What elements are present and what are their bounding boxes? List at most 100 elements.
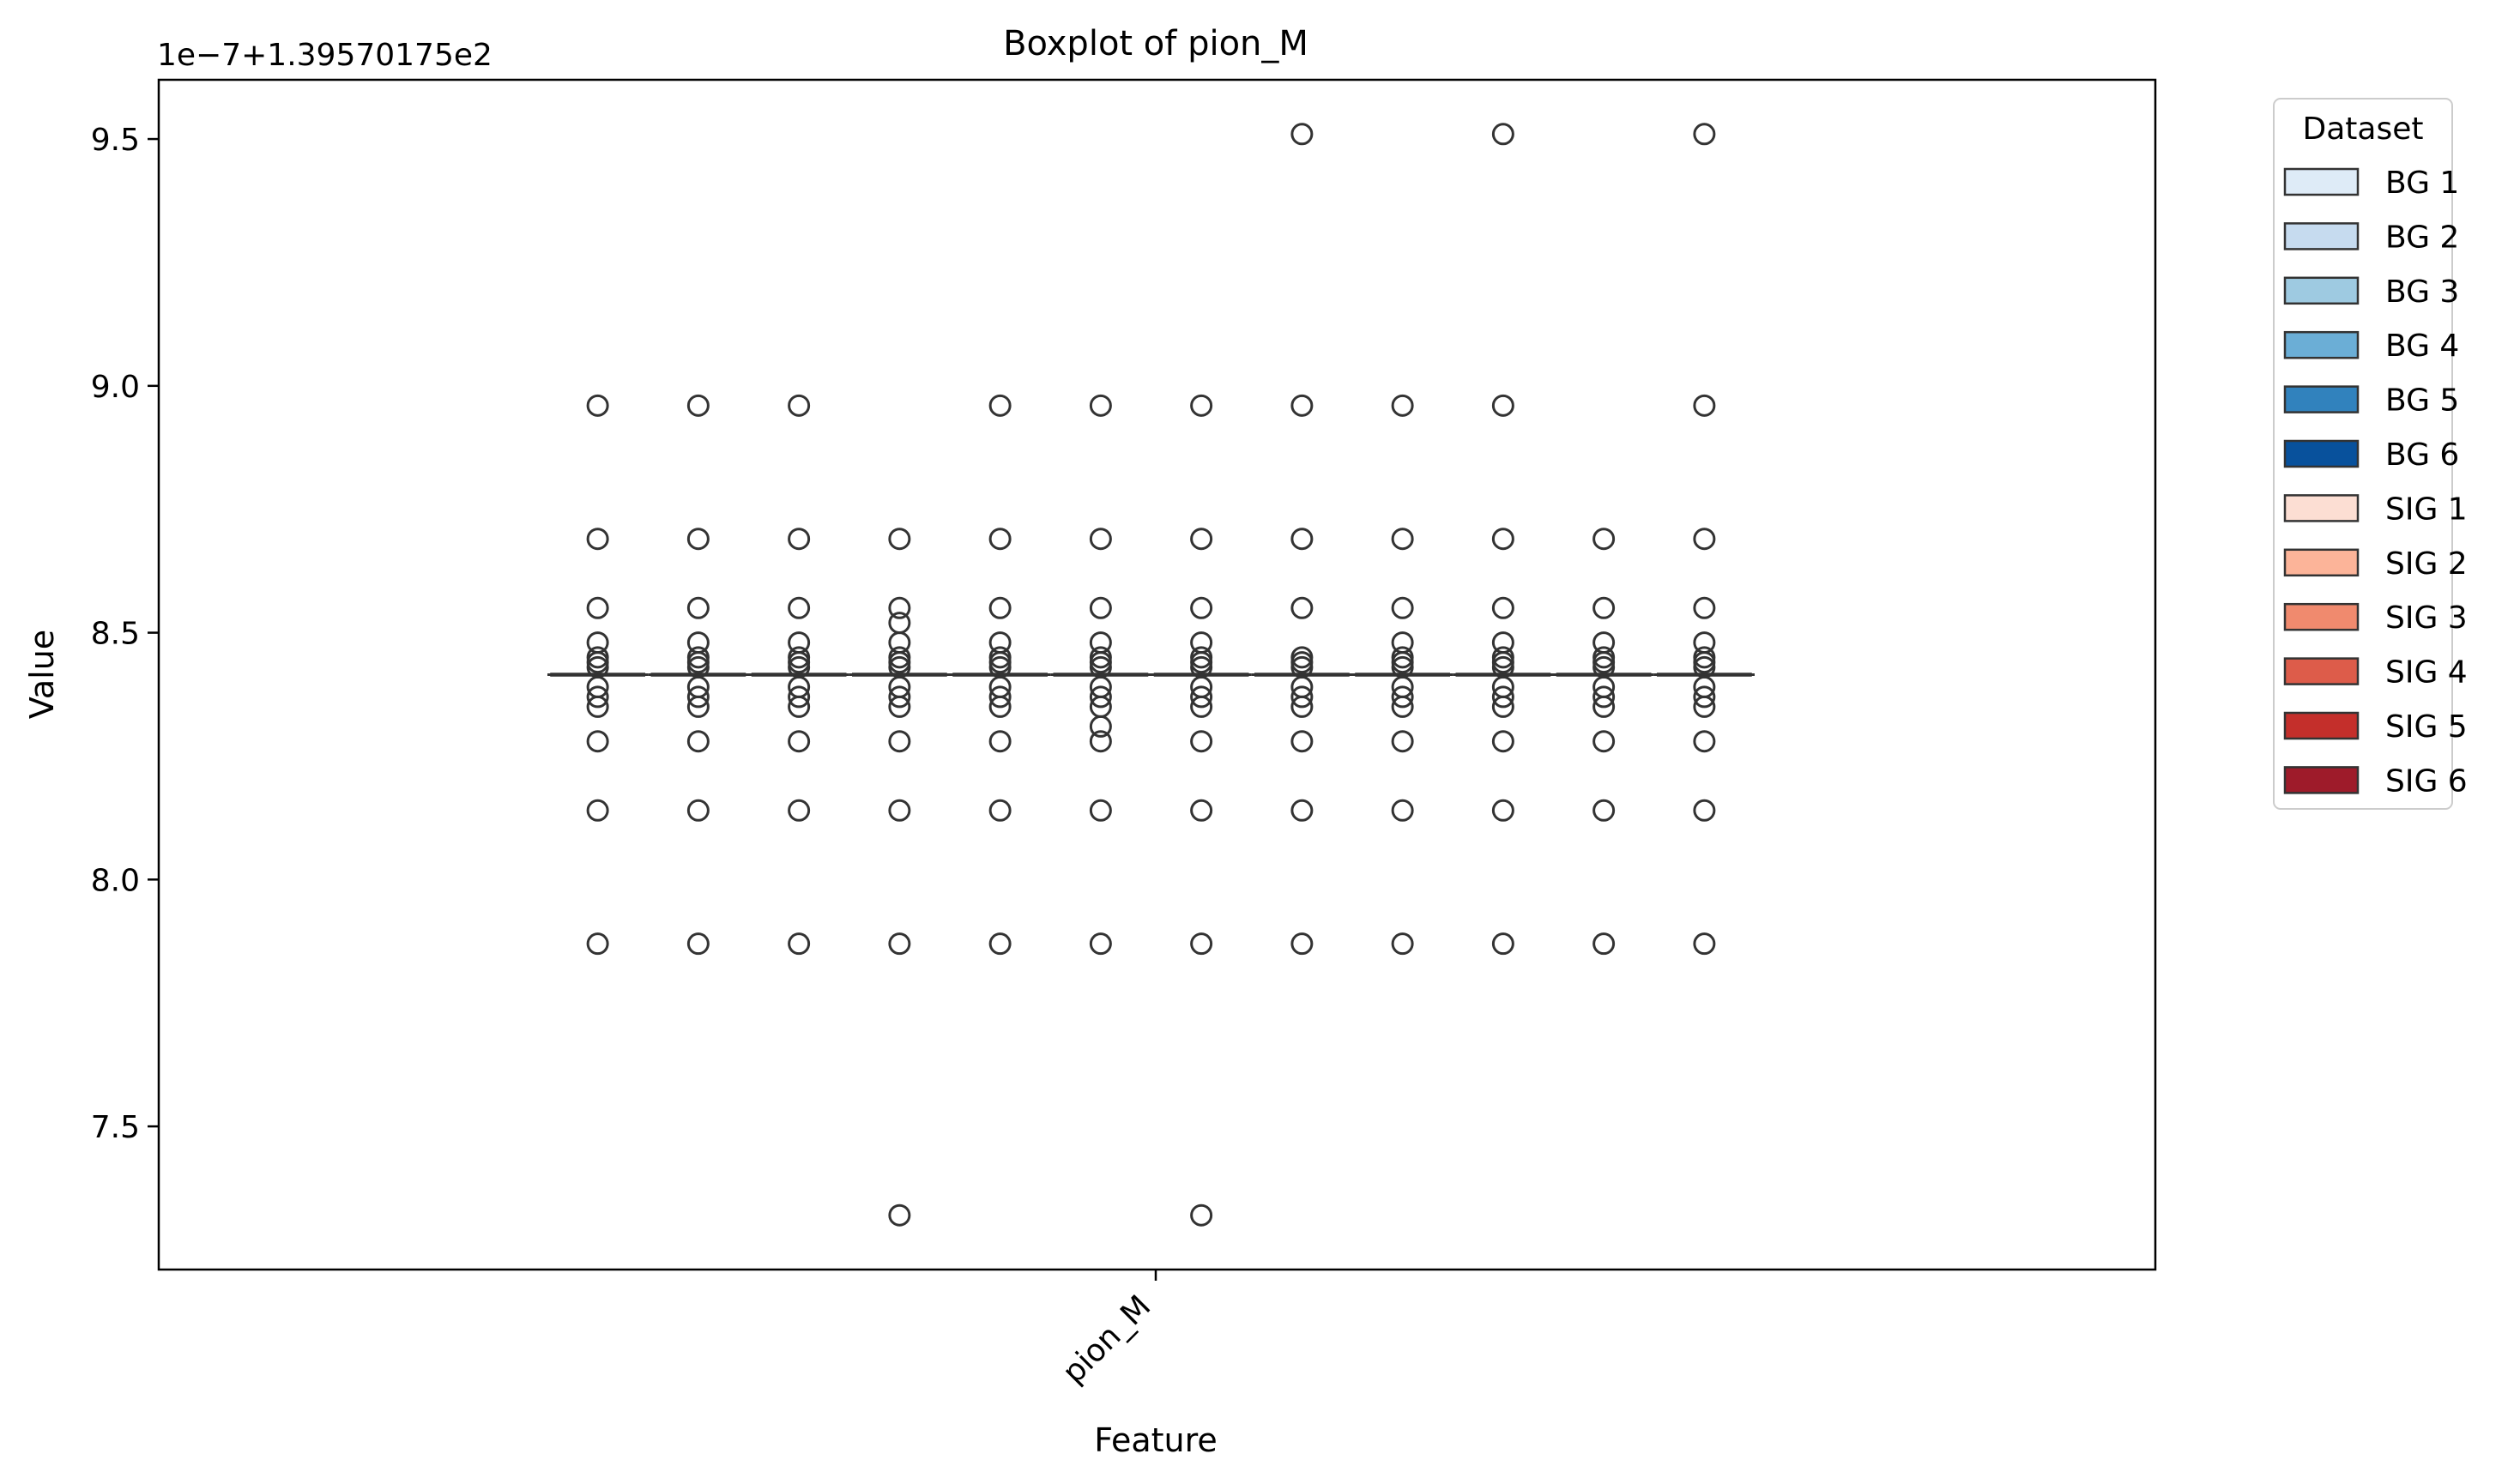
outlier-point	[888, 528, 911, 551]
outlier-point	[1693, 528, 1716, 551]
outlier-point	[686, 596, 710, 619]
outlier-point	[1391, 685, 1414, 709]
legend-swatch	[2283, 222, 2360, 250]
outlier-point	[586, 631, 609, 655]
legend-label: SIG 2	[2385, 546, 2468, 582]
outlier-point	[888, 730, 911, 753]
outlier-point	[1290, 646, 1314, 669]
outlier-point	[1391, 631, 1414, 655]
legend-swatch	[2283, 276, 2360, 305]
outlier-point	[1391, 646, 1414, 669]
y-tick-label: 8.0	[91, 863, 140, 898]
outlier-point	[1391, 394, 1414, 417]
outlier-point	[1190, 596, 1213, 619]
outlier-point	[788, 596, 811, 619]
y-axis-label: Value	[23, 630, 61, 719]
legend-label: SIG 6	[2385, 763, 2468, 799]
outlier-point	[888, 612, 911, 635]
outlier-point	[988, 932, 1012, 956]
outlier-point	[586, 685, 609, 709]
outlier-point	[788, 730, 811, 753]
outlier-point	[586, 799, 609, 822]
outlier-point	[888, 1203, 911, 1227]
outlier-point	[888, 932, 911, 956]
legend-swatch	[2283, 494, 2360, 522]
legend-label: BG 1	[2385, 166, 2459, 201]
y-tick-label: 9.0	[91, 370, 140, 405]
legend-label: BG 2	[2385, 220, 2459, 255]
outlier-point	[1290, 123, 1314, 146]
outlier-point	[1290, 799, 1314, 822]
outlier-point	[1190, 1203, 1213, 1227]
outlier-point	[586, 528, 609, 551]
y-tick-label: 8.5	[91, 617, 140, 652]
outlier-point	[1391, 528, 1414, 551]
legend-label: SIG 1	[2385, 492, 2468, 527]
outlier-point	[1089, 932, 1112, 956]
outlier-point	[1592, 596, 1616, 619]
legend-swatch	[2283, 548, 2360, 577]
outlier-point	[1693, 646, 1716, 669]
outlier-point	[988, 799, 1012, 822]
outlier-point	[1290, 528, 1314, 551]
outlier-point	[686, 631, 710, 655]
outlier-point	[788, 528, 811, 551]
outlier-point	[1592, 631, 1616, 655]
outlier-point	[888, 646, 911, 669]
y-tick-label: 9.5	[91, 123, 140, 158]
outlier-point	[1592, 528, 1616, 551]
outlier-point	[1693, 730, 1716, 753]
outlier-point	[988, 596, 1012, 619]
outlier-point	[1391, 932, 1414, 956]
outlier-point	[1491, 799, 1514, 822]
outlier-point	[1190, 730, 1213, 753]
legend: Dataset BG 1 BG 2 BG 3 BG 4 BG 5 BG 6 SIG 1 SIG…	[2273, 98, 2468, 810]
outlier-point	[1491, 730, 1514, 753]
outlier-point	[1089, 685, 1112, 709]
outlier-point	[1190, 932, 1213, 956]
legend-swatch	[2283, 385, 2360, 413]
outlier-point	[686, 932, 710, 956]
outlier-point	[686, 685, 710, 709]
outlier-point	[686, 394, 710, 417]
outlier-point	[1592, 799, 1616, 822]
outlier-point	[586, 932, 609, 956]
legend-label: BG 6	[2385, 437, 2459, 473]
legend-label: BG 3	[2385, 274, 2459, 310]
legend-label: SIG 5	[2385, 709, 2468, 745]
outlier-point	[1693, 596, 1716, 619]
outlier-point	[1089, 528, 1112, 551]
outlier-point	[1693, 123, 1716, 146]
outlier-point	[1693, 685, 1716, 709]
outlier-point	[586, 596, 609, 619]
legend-title: Dataset	[2303, 112, 2424, 147]
outlier-point	[1491, 596, 1514, 619]
outlier-point	[1491, 631, 1514, 655]
outlier-point	[1290, 596, 1314, 619]
legend-frame	[2273, 98, 2453, 810]
legend-swatch	[2283, 657, 2360, 685]
outlier-point	[1491, 123, 1514, 146]
outlier-point	[788, 932, 811, 956]
outlier-point	[1089, 596, 1112, 619]
outlier-point	[988, 646, 1012, 669]
outlier-point	[1391, 730, 1414, 753]
outlier-point	[1190, 685, 1213, 709]
outlier-point	[586, 646, 609, 669]
outlier-point	[988, 528, 1012, 551]
outlier-point	[1190, 799, 1213, 822]
outlier-point	[1491, 394, 1514, 417]
outlier-point	[1190, 631, 1213, 655]
outlier-point	[988, 730, 1012, 753]
outlier-point	[788, 631, 811, 655]
outlier-point	[1290, 730, 1314, 753]
outlier-point	[1592, 646, 1616, 669]
outlier-point	[1491, 685, 1514, 709]
outlier-point	[888, 685, 911, 709]
outlier-point	[1693, 631, 1716, 655]
outlier-point	[1592, 932, 1616, 956]
outlier-point	[686, 646, 710, 669]
outlier-point	[1592, 685, 1616, 709]
